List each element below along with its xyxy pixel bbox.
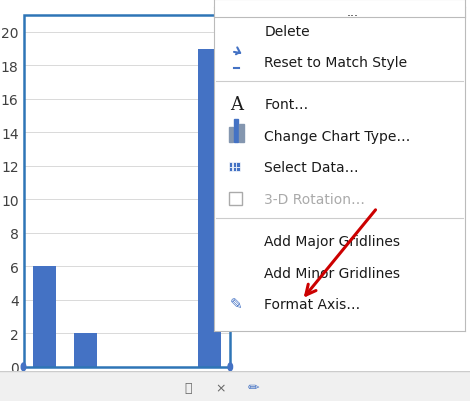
- Text: ...: ...: [346, 6, 358, 19]
- Text: Change Chart Type…: Change Chart Type…: [264, 130, 410, 144]
- Text: 👍: 👍: [184, 381, 192, 394]
- Circle shape: [228, 363, 233, 371]
- Bar: [234, 120, 238, 142]
- Bar: [236, 163, 240, 167]
- Text: ✎: ✎: [230, 297, 243, 312]
- Text: ✏: ✏: [248, 381, 259, 395]
- Bar: [229, 168, 232, 172]
- Bar: [229, 128, 234, 142]
- Bar: [33, 267, 55, 367]
- Bar: [198, 49, 221, 367]
- Bar: [233, 168, 236, 172]
- Text: ×: ×: [216, 381, 226, 394]
- Bar: [229, 193, 242, 206]
- Text: Font…: Font…: [264, 98, 308, 112]
- Text: A: A: [230, 96, 243, 114]
- Bar: [229, 163, 232, 167]
- Circle shape: [21, 363, 26, 371]
- Circle shape: [21, 386, 26, 394]
- Text: Reset to Match Style: Reset to Match Style: [264, 56, 407, 70]
- Bar: [233, 163, 236, 167]
- Bar: [236, 168, 240, 172]
- Text: 3-D Rotation…: 3-D Rotation…: [264, 192, 365, 206]
- Bar: [239, 124, 243, 142]
- Bar: [74, 334, 97, 367]
- Text: Select Data…: Select Data…: [264, 161, 359, 175]
- Bar: [24, 16, 230, 367]
- Circle shape: [228, 386, 233, 394]
- Text: Add Minor Gridlines: Add Minor Gridlines: [264, 266, 400, 280]
- Text: Format Axis…: Format Axis…: [264, 297, 360, 311]
- Text: Add Major Gridlines: Add Major Gridlines: [264, 235, 400, 249]
- Text: Delete: Delete: [264, 24, 310, 38]
